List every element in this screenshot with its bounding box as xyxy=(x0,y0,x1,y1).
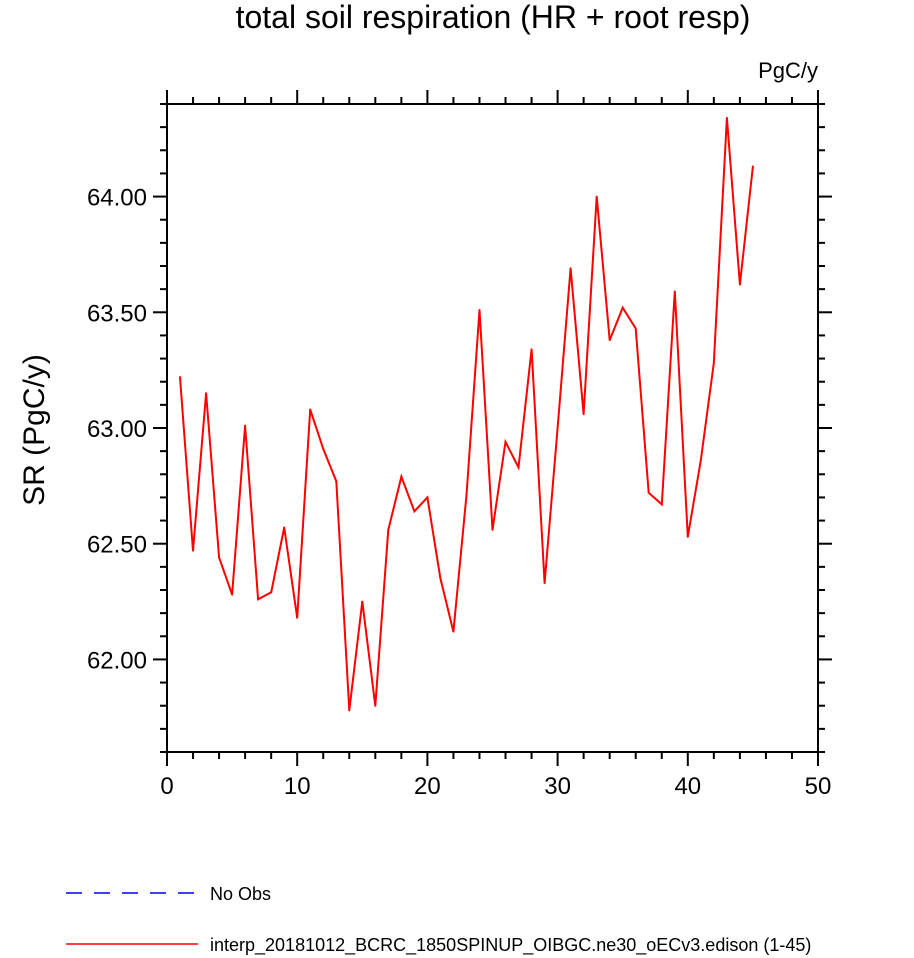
x-tick-label: 10 xyxy=(284,773,311,800)
data-point xyxy=(530,348,533,351)
series-layer xyxy=(179,116,754,712)
data-point xyxy=(374,704,377,707)
data-point xyxy=(725,116,728,119)
data-point xyxy=(270,591,273,594)
data-point xyxy=(335,480,338,483)
data-point xyxy=(556,427,559,429)
data-point xyxy=(608,339,611,342)
axis-ticks xyxy=(153,90,832,766)
legend-label: No Obs xyxy=(210,884,271,904)
legend: No Obs interp_20181012_BCRC_1850SPINUP_OI… xyxy=(66,884,811,956)
data-point xyxy=(595,195,598,198)
x-tick-label: 0 xyxy=(160,773,173,800)
data-point xyxy=(452,630,455,633)
data-point xyxy=(283,526,286,529)
data-point xyxy=(517,466,520,469)
data-point xyxy=(621,306,624,309)
y-tick-label: 63.50 xyxy=(87,300,147,327)
series-line xyxy=(179,117,754,711)
data-point xyxy=(491,528,494,531)
tick-labels: 0 10 20 30 40 50 62.00 62.50 63.00 63.50 64.00 xyxy=(87,185,831,800)
data-point xyxy=(569,267,572,270)
data-point xyxy=(400,475,403,478)
data-point xyxy=(348,709,351,712)
data-point xyxy=(218,556,221,559)
chart-title: total soil respiration (HR + root resp) xyxy=(236,0,751,35)
data-point xyxy=(660,503,663,506)
y-tick-label: 64.00 xyxy=(87,185,147,212)
x-tick-label: 40 xyxy=(674,773,701,800)
data-point xyxy=(244,424,247,427)
y-tick-label: 63.00 xyxy=(87,416,147,443)
data-point xyxy=(361,600,364,603)
plot-frame xyxy=(166,103,819,753)
data-point xyxy=(699,459,702,462)
data-point xyxy=(322,447,325,450)
legend-label: interp_20181012_BCRC_1850SPINUP_OIBGC.ne… xyxy=(210,935,811,956)
data-point xyxy=(426,496,429,499)
data-point xyxy=(634,327,637,330)
data-point xyxy=(465,494,468,497)
data-point xyxy=(413,510,416,513)
data-point xyxy=(543,582,546,585)
data-point xyxy=(192,549,195,552)
data-point xyxy=(257,598,260,601)
y-tick-label: 62.00 xyxy=(87,647,147,674)
y-axis-title: SR (PgC/y) xyxy=(18,354,51,506)
data-point xyxy=(179,376,182,379)
x-tick-label: 20 xyxy=(414,773,441,800)
data-point xyxy=(738,283,741,286)
x-tick-label: 50 xyxy=(805,773,832,800)
data-point xyxy=(673,290,676,293)
data-point xyxy=(686,535,689,538)
data-point xyxy=(712,362,715,365)
data-point xyxy=(231,593,234,596)
data-point xyxy=(582,413,585,416)
data-point xyxy=(439,577,442,580)
data-point xyxy=(205,392,208,395)
units-label: PgC/y xyxy=(758,58,818,83)
data-point xyxy=(387,528,390,531)
data-point xyxy=(296,616,299,619)
data-point xyxy=(504,440,507,443)
data-point xyxy=(647,491,650,494)
data-point xyxy=(478,308,481,311)
data-point xyxy=(751,165,754,168)
y-tick-label: 62.50 xyxy=(87,532,147,559)
x-tick-label: 30 xyxy=(544,773,571,800)
data-point xyxy=(309,408,312,411)
